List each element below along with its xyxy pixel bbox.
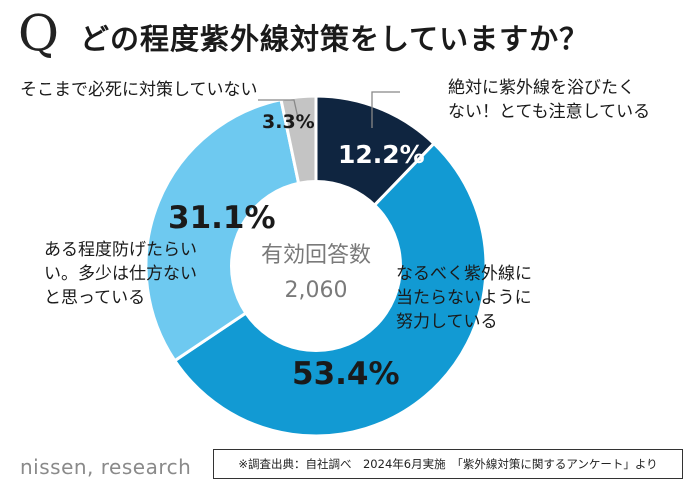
slice-label-2: なるべく紫外線に 当たらないように 努力している xyxy=(396,262,532,334)
question-header: Q どの程度紫外線対策をしていますか？ xyxy=(18,4,678,64)
source-note: ※調査出典：自社調べ 2024年6月実施 「紫外線対策に関するアンケート」より xyxy=(213,449,683,479)
slice-label-1: 絶対に紫外線を浴びたく ない！とても注意している xyxy=(448,76,650,124)
slice-label-line: そこまで必死に対策していない xyxy=(20,80,258,100)
slice-label-line: い。多少は仕方ない xyxy=(44,264,197,284)
donut-slice-3 xyxy=(144,97,318,363)
leader-line-4 xyxy=(258,99,299,119)
slice-label-line: ある程度防げたらい xyxy=(44,240,197,260)
slice-percent-3: 31.1% xyxy=(168,200,276,236)
slice-label-4: そこまで必死に対策していない xyxy=(20,78,258,102)
brand-logo: nissen, research xyxy=(20,455,192,479)
slice-percent-4: 3.3% xyxy=(262,111,315,133)
slice-label-line: 絶対に紫外線を浴びたく xyxy=(448,78,635,98)
slice-label-line: 当たらないように xyxy=(396,288,532,308)
slice-label-line: ない！とても注意している xyxy=(448,102,651,122)
center-value: 2,060 xyxy=(285,278,348,303)
slice-percent-1: 12.2% xyxy=(338,140,425,169)
slice-label-3: ある程度防げたらい い。多少は仕方ない と思っている xyxy=(44,238,197,310)
slice-label-line: 努力している xyxy=(396,312,498,332)
leader-line-1 xyxy=(371,91,400,128)
question-letter: Q xyxy=(18,4,59,62)
center-label: 有効回答数 xyxy=(261,243,371,268)
slice-percent-2: 53.4% xyxy=(292,356,400,392)
slice-label-line: と思っている xyxy=(44,288,146,308)
question-title: どの程度紫外線対策をしていますか？ xyxy=(80,22,590,56)
donut-hole xyxy=(230,180,402,352)
slice-label-line: なるべく紫外線に xyxy=(396,264,532,284)
